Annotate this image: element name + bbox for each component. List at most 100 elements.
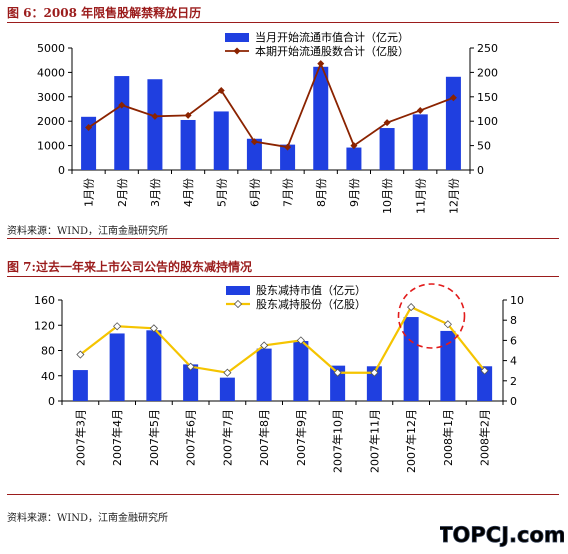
c1-legend-bar-label: 当月开始流通市值合计（亿元） [255, 30, 409, 44]
c2-legend-bar-label: 股东减持市值（亿元） [256, 283, 366, 297]
c2-bar [183, 364, 199, 401]
c1-right-tick-label: 100 [477, 115, 498, 128]
c2-left-tick-label: 120 [34, 319, 55, 332]
c1-bar [346, 147, 362, 170]
figure7-title: 图 7:过去一年来上市公司公告的股东减持情况 [7, 260, 252, 274]
c1-line-point [284, 143, 292, 151]
c2-series-line [79, 305, 486, 374]
c2-bar [109, 333, 125, 401]
c1-line-point [250, 138, 258, 146]
c1-category-label: 6月份 [248, 178, 261, 207]
c2-category-label: 2007年5月 [147, 409, 161, 466]
c1-right-tick-label: 250 [477, 42, 498, 55]
c2-bar [477, 366, 493, 401]
c1-category-label: 9月份 [348, 178, 361, 207]
figure7-title-rule [7, 276, 559, 277]
c2-line-point [296, 336, 305, 345]
c2-category-label: 2007年3月 [73, 409, 87, 466]
c2-left-tick-label: 160 [34, 294, 55, 307]
c1-category-label: 12月份 [447, 178, 460, 214]
c2-left-tick-label: 80 [41, 345, 55, 358]
c1-bar [313, 66, 329, 170]
c1-left-tick-label: 2000 [37, 115, 65, 128]
c1-bar [379, 128, 395, 170]
c1-bar [81, 116, 97, 170]
c1-bar [412, 114, 428, 170]
c2-right-tick-label: 0 [510, 395, 517, 408]
c2-category-label: 2007年12月 [404, 409, 418, 473]
c2-bar [219, 377, 235, 401]
c2-line-point [407, 303, 416, 312]
c2-left-tick-label: 40 [41, 370, 55, 383]
c1-line-point [416, 106, 424, 114]
c1-left-tick-label: 0 [58, 164, 65, 177]
c1-bar [114, 76, 130, 170]
c2-line-point [149, 324, 158, 333]
c1-line-point [383, 119, 391, 127]
c2-line-point [223, 368, 232, 377]
c1-category-label: 10月份 [381, 178, 394, 214]
c2-legend-bar-swatch [226, 286, 250, 295]
c1-line-point [85, 124, 93, 132]
c2-line-point [186, 362, 195, 371]
c1-right-tick-label: 0 [477, 164, 484, 177]
c1-category-label: 8月份 [315, 178, 328, 207]
topcj-logo: TOPCJ.com [440, 519, 564, 549]
c2-right-tick-label: 6 [510, 334, 517, 347]
c2-right-tick-label: 4 [510, 355, 517, 368]
c1-category-label: 2月份 [116, 178, 129, 207]
figure6-title: 图 6：2008 年限售股解禁释放日历 [7, 6, 202, 20]
c2-category-label: 2008年2月 [478, 409, 492, 466]
figure7-source: 资料来源：WIND，江南金融研究所 [7, 513, 168, 524]
c1-category-label: 4月份 [182, 178, 195, 207]
c2-bar [256, 348, 272, 401]
c1-bar [280, 144, 296, 170]
c1-bar [180, 119, 196, 170]
c2-legend-line-label: 股东减持股份（亿股） [256, 297, 366, 311]
c1-bar [213, 111, 229, 170]
c2-bar [72, 370, 88, 401]
c1-left-tick-label: 1000 [37, 140, 65, 153]
c1-right-tick-label: 150 [477, 91, 498, 104]
c2-bar [330, 365, 346, 401]
c2-category-label: 2007年4月 [110, 409, 124, 466]
c2-bar [440, 330, 456, 401]
c1-bar [246, 138, 262, 170]
c1-legend-line-label: 本期开始流通股数合计（亿股） [255, 44, 409, 58]
c2-left-tick-label: 0 [48, 395, 55, 408]
c2-bar [366, 366, 382, 401]
c1-category-label: 11月份 [414, 178, 427, 214]
c2-highlight-circle [397, 283, 466, 349]
topcj-logo-text: TOPCJ.com [440, 523, 564, 547]
figure6-bottom-rule [7, 238, 559, 239]
c2-line-point [443, 320, 452, 329]
c2-right-tick-label: 2 [510, 375, 517, 388]
c2-category-label: 2007年9月 [294, 409, 308, 466]
c1-bar [445, 76, 461, 170]
c2-category-label: 2008年1月 [441, 409, 455, 466]
c2-category-label: 2007年6月 [184, 409, 198, 466]
c2-line-point [333, 368, 342, 377]
c2-line-point [480, 366, 489, 375]
c1-category-label: 3月份 [149, 178, 162, 207]
c1-line-point [317, 60, 325, 68]
c1-legend-bar-swatch [225, 33, 249, 42]
c2-bar [403, 317, 419, 401]
c2-category-label: 2007年8月 [257, 409, 271, 466]
figure7-bottom-rule [7, 494, 559, 495]
c1-line-point [118, 101, 126, 109]
c2-category-label: 2007年7月 [220, 409, 234, 466]
c1-line-point [449, 94, 457, 102]
c2-line-point [76, 350, 85, 359]
c1-left-tick-label: 3000 [37, 91, 65, 104]
c1-left-tick-label: 4000 [37, 66, 65, 79]
c2-legend-line-marker [233, 299, 243, 309]
c1-legend-line-marker [233, 47, 241, 55]
c1-bar [147, 79, 163, 170]
c2-category-label: 2007年10月 [331, 409, 345, 473]
c2-bar [146, 330, 162, 401]
c1-right-tick-label: 50 [477, 140, 491, 153]
figure6-source: 资料来源：WIND，江南金融研究所 [7, 226, 168, 237]
c1-left-tick-label: 5000 [37, 42, 65, 55]
